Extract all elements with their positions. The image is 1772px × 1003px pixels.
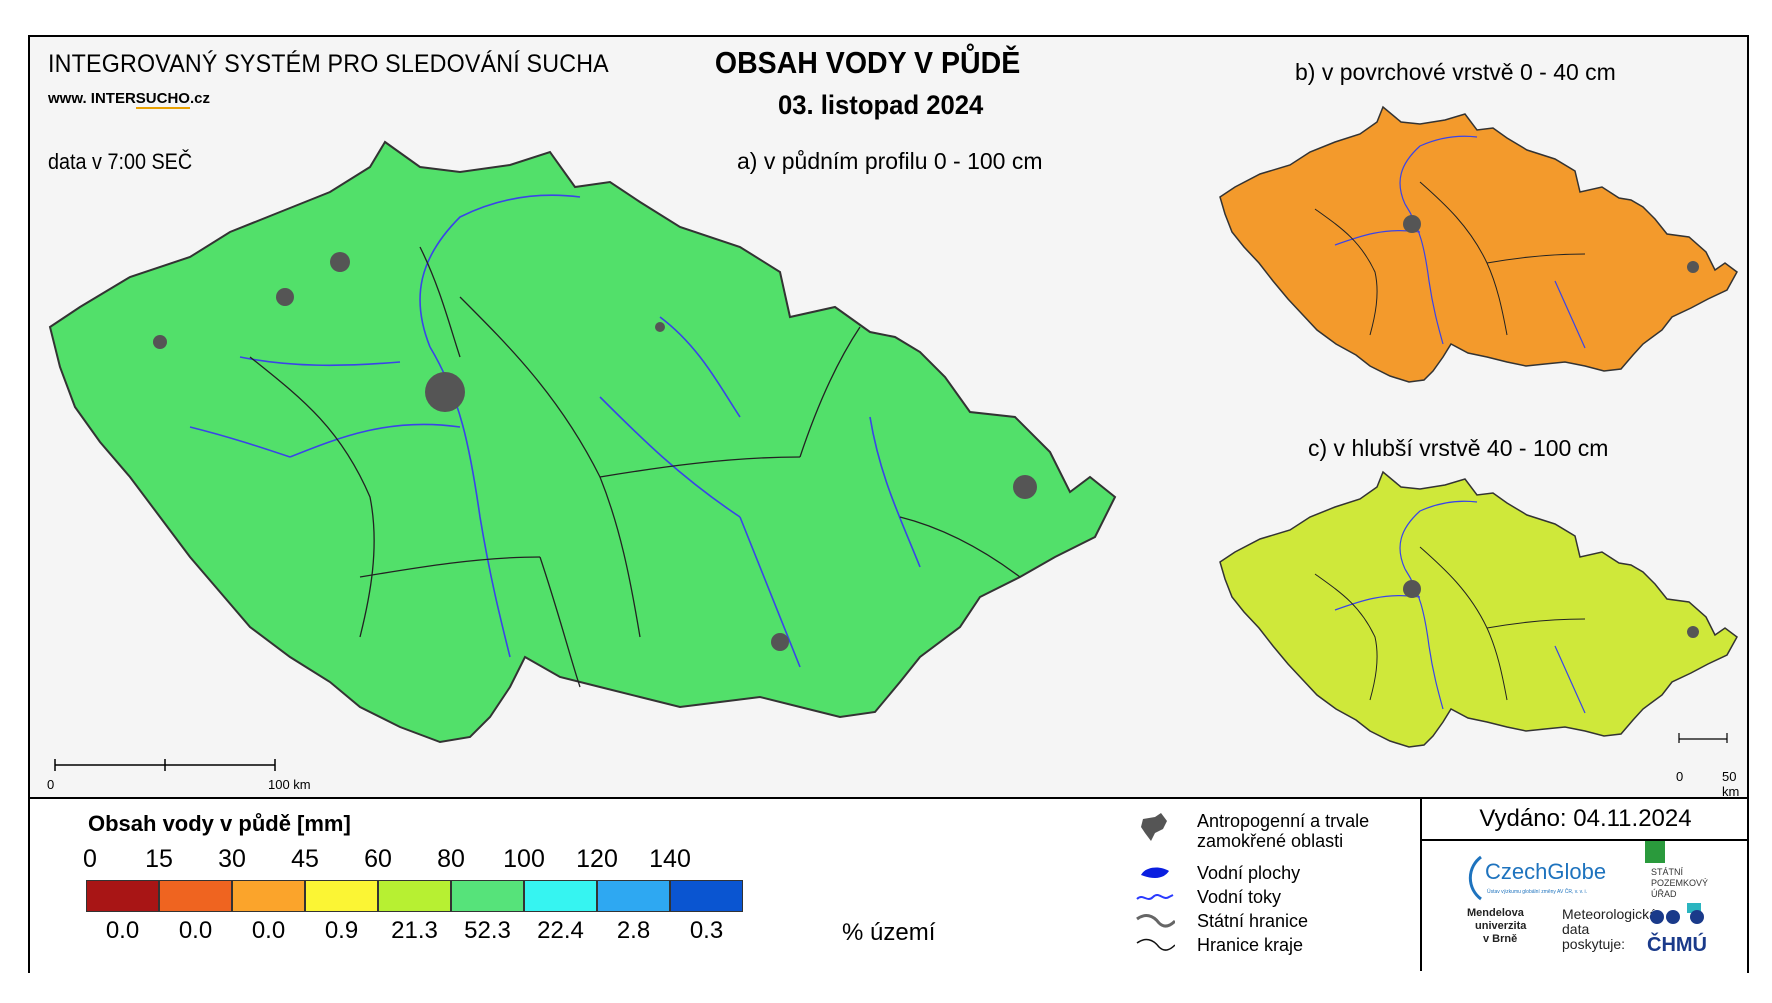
legend-percentage: 52.3 [464, 917, 511, 944]
legend-percentage: 21.3 [391, 917, 438, 944]
maps-area: INTEGROVANÝ SYSTÉM PRO SLEDOVÁNÍ SUCHA w… [30, 37, 1747, 799]
legend-percentage: 2.8 [616, 917, 651, 944]
map-frame: INTEGROVANÝ SYSTÉM PRO SLEDOVÁNÍ SUCHA w… [28, 35, 1749, 973]
legend-tick: 80 [437, 845, 465, 873]
legend-swatch-0 [86, 880, 159, 912]
region-borders-c [1314, 546, 1586, 701]
region-borders-b [1314, 181, 1586, 336]
legend-percentage: 0.0 [105, 917, 140, 944]
legend-percentages: 0.0 0.0 0.0 0.9 21.3 52.3 22.4 2.8 0.3 [86, 917, 743, 945]
issued-date: Vydáno: 04.11.2024 [1422, 799, 1749, 841]
czechglobe-arc-icon [1468, 855, 1482, 901]
issuer-panel: Vydáno: 04.11.2024 CzechGlobe Ústav výzk… [1420, 799, 1749, 971]
spu-logo: STÁTNÍ POZEMKOVÝ ÚŘAD [1645, 841, 1708, 913]
urban-areas-b [1403, 215, 1699, 273]
rivers-a [189, 194, 921, 668]
urban-areas-a [153, 252, 1037, 651]
symbol-region-border: Hranice kraje [1197, 935, 1304, 955]
legend-tick: 120 [576, 845, 618, 873]
main-title: OBSAH VODY V PŮDĚ [714, 45, 1021, 80]
symbol-water-bodies: Vodní plochy [1197, 863, 1301, 883]
symbol-anthropogenic: Antropogenní a trvale zamokřené oblasti [1197, 811, 1370, 851]
legend-swatch-3 [305, 880, 378, 912]
legend-swatch-7 [597, 880, 670, 912]
czech-outline-b [1219, 105, 1738, 383]
legend-tick: 0 [83, 845, 97, 873]
legend-tick: 100 [503, 845, 545, 873]
legend-swatch-5 [451, 880, 524, 912]
legend-swatch-4 [378, 880, 451, 912]
map-a-title: a) v půdním profilu 0 - 100 cm [737, 148, 1043, 174]
legend-tick: 60 [364, 845, 392, 873]
legend-percentage: 0.9 [324, 917, 359, 944]
czechglobe-subtext: Ústav výzkumu globální změny AV ČR, v. v… [1487, 889, 1588, 895]
map-b-surface-0-40 [1219, 105, 1738, 383]
spu-icon [1645, 841, 1665, 863]
chmu-logo: ČHMÚ [1647, 907, 1707, 957]
legend-percentage: 0.3 [689, 917, 724, 944]
czechglobe-logo: CzechGlobe Ústav výzkumu globální změny … [1467, 847, 1617, 907]
map-c-deep-40-100 [1219, 470, 1738, 748]
symbol-state-border: Státní hranice [1197, 911, 1309, 931]
river-icon [1136, 894, 1174, 900]
urban-areas-c [1403, 580, 1699, 638]
mendelu-logo: Mendelova univerzita v Brně [1467, 907, 1527, 945]
scale-a-start: 0 [47, 777, 55, 792]
data-time: data v 7:00 SEČ [48, 149, 193, 174]
map-b-title: b) v povrchové vrstvě 0 - 40 cm [1295, 59, 1616, 85]
czech-outline-c [1219, 470, 1738, 748]
system-title: INTEGROVANÝ SYSTÉM PRO SLEDOVÁNÍ SUCHA [48, 50, 609, 78]
state-border-icon [1136, 914, 1175, 928]
chmu-icon [1650, 910, 1704, 924]
map-c-title: c) v hlubší vrstvě 40 - 100 cm [1308, 435, 1609, 461]
legend-color-bar [86, 880, 743, 912]
legend-tick: 30 [218, 845, 246, 873]
date-title: 03. listopad 2024 [778, 90, 984, 120]
legend-unit: % území [842, 919, 936, 946]
legend-swatch-6 [524, 880, 597, 912]
met-data-label: Meteorologická data poskytuje: [1562, 906, 1657, 952]
region-border-icon [1136, 938, 1175, 951]
scale-c-start: 0 [1676, 769, 1684, 784]
czech-outline-a [48, 140, 1117, 744]
legend-percentage: 0.0 [178, 917, 213, 944]
legend-percentage: 22.4 [537, 917, 584, 944]
legend-percentage: 0.0 [251, 917, 286, 944]
czechglobe-text: CzechGlobe [1485, 859, 1607, 884]
legend-ticks: 0 15 30 45 60 80 100 120 140 [83, 845, 806, 875]
scale-c-end: 50 km [1722, 769, 1740, 799]
legend-tick: 140 [649, 845, 691, 873]
map-a-profile-0-100 [48, 140, 1117, 771]
legend-area: Obsah vody v půdě [mm] 0 15 30 45 60 80 100 120… [30, 797, 1749, 973]
legend-swatch-8 [670, 880, 743, 912]
legend-tick: 45 [291, 845, 319, 873]
urban-area-icon [1141, 813, 1167, 841]
symbol-rivers: Vodní toky [1197, 887, 1282, 907]
legend-swatch-1 [159, 880, 232, 912]
legend-title: Obsah vody v půdě [mm] [88, 811, 351, 836]
scale-a-end: 100 km [268, 777, 311, 792]
legend-tick: 15 [145, 845, 173, 873]
legend-swatch-2 [232, 880, 305, 912]
website[interactable]: www. INTERSUCHO.cz [48, 90, 210, 109]
water-body-icon [1141, 867, 1169, 878]
region-borders-a [249, 246, 1021, 688]
